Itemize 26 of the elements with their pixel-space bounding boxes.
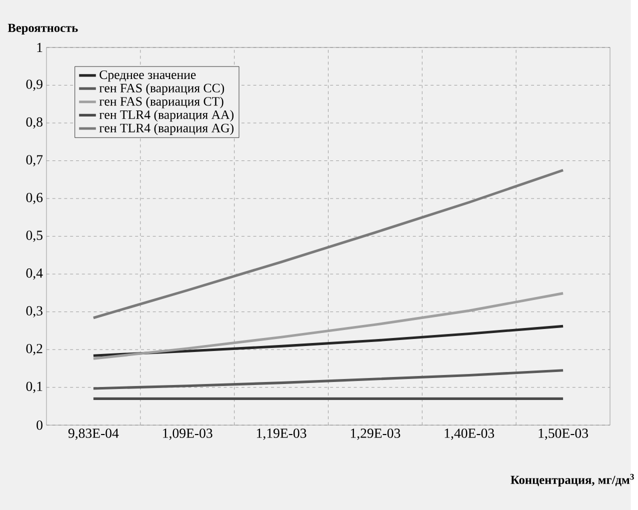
x-axis-title: Концентрация, мг/дм$^{3}$: [510, 474, 634, 486]
y-tick-label: 0,3: [26, 306, 42, 318]
x-tick-label: 1,40E-03: [444, 428, 494, 440]
legend-label: Среднее значение: [100, 70, 196, 82]
x-tick-label: 1,19E-03: [257, 428, 306, 440]
y-tick-label: 1: [37, 42, 42, 52]
y-tick-label: 0: [36, 420, 42, 430]
y-tick-label: 0,9: [26, 79, 42, 91]
x-tick-label: 9,83E-04: [68, 428, 119, 440]
y-tick-label: 0,8: [26, 117, 42, 129]
y-tick-label: 0,7: [26, 155, 43, 166]
x-tick-label: 1,29E-03: [350, 428, 400, 440]
y-axis-title: Вероятность: [8, 24, 78, 34]
x-tick-label: 1,50E-03: [538, 428, 588, 440]
line-series: [92, 324, 564, 357]
legend-label: ген FAS (вариация CT): [99, 96, 224, 108]
y-tick-label: 0,4: [26, 268, 43, 280]
y-tick-label: 0,2: [26, 344, 42, 356]
legend-label: ген TLR4 (вариация AG): [99, 123, 234, 135]
y-tick-label: 0,6: [26, 192, 43, 204]
legend-label: ген TLR4 (вариация AA): [99, 110, 234, 122]
y-tick-label: 0,1: [26, 382, 42, 393]
legend-label: ген FAS (вариация CC): [99, 83, 224, 95]
line-series: [92, 292, 564, 360]
x-tick-label: 1,09E-03: [163, 428, 212, 440]
y-tick-label: 0,5: [26, 230, 42, 242]
